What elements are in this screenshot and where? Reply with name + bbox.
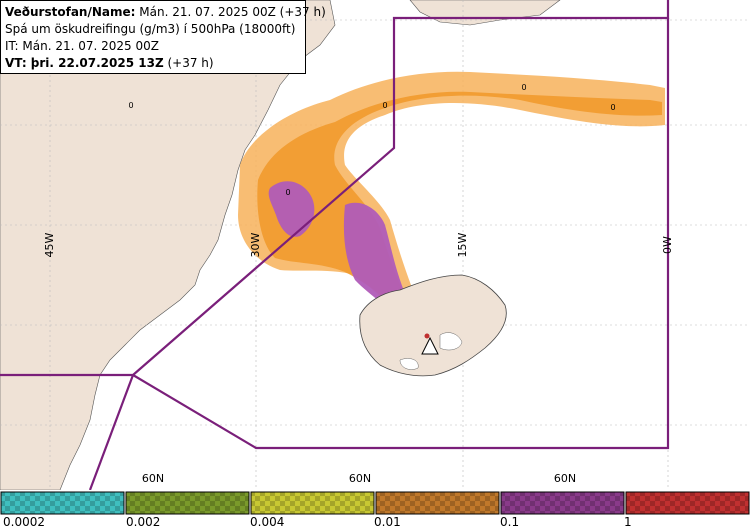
info-line-3: IT: Mán. 21. 07. 2025 00Z [5,39,159,53]
contour-label-a: 0 [128,101,133,110]
legend-swatches [0,491,750,515]
airspace-boundaries [0,0,670,490]
iceland-glacier-2 [399,358,419,370]
valid-time-value: (+37 h) [163,56,214,70]
volcano-marker-icon [421,336,439,355]
legend-swatch-pattern-1 [126,492,249,514]
legend-label-0: 0.0002 [3,515,45,529]
lon-label-45w: 45W [43,232,56,257]
valid-time-label: VT: þri. 22.07.2025 13Z [5,56,164,70]
contour-label-e: 0 [285,188,290,197]
info-line-2: Spá um öskudreifingu (g/m3) í 500hPa (18… [5,22,296,36]
legend-label-2: 0.004 [250,515,285,529]
lon-label-0w: 0W [661,236,674,254]
lat-label-c: 60N [554,472,576,485]
iceland-glacier [439,332,463,351]
contour-label-b: 0 [382,101,387,110]
legend-label-5: 1 [624,515,632,529]
lon-label-15w: 15W [456,232,469,257]
issuer-value: Mán. 21. 07. 2025 00Z (+37 h) [135,5,326,19]
lon-label-30w: 30W [249,232,262,257]
legend-swatch-pattern-2 [251,492,374,514]
greenland-land [0,0,336,490]
issuer-label: Veðurstofan/Name: [5,5,136,19]
eruption-source-icon [424,333,430,339]
legend-swatch-pattern-4 [501,492,624,514]
concentration-legend [0,491,750,515]
contour-label-d: 0 [610,103,615,112]
legend-label-3: 0.01 [374,515,401,529]
ash-plume-low [238,71,665,340]
legend-swatch-pattern-0 [1,492,124,514]
iceland-land [359,274,507,377]
info-line-1: Veðurstofan/Name: Mán. 21. 07. 2025 00Z … [5,4,326,21]
map-canvas: 45W 30W 15W 0W 60N 60N 60N 0 0 0 0 0 [0,0,750,490]
legend-label-4: 0.1 [500,515,520,529]
legend-swatch-pattern-5 [626,492,749,514]
legend-swatch-pattern-3 [376,492,499,514]
lat-label-a: 60N [142,472,164,485]
lat-label-b: 60N [349,472,371,485]
forecast-info-box: Veðurstofan/Name: Mán. 21. 07. 2025 00Z … [0,0,326,74]
contour-label-c: 0 [521,83,526,92]
info-line-4: VT: þri. 22.07.2025 13Z (+37 h) [5,55,301,72]
legend-label-1: 0.002 [126,515,161,529]
ash-plume-high-west [268,181,315,237]
